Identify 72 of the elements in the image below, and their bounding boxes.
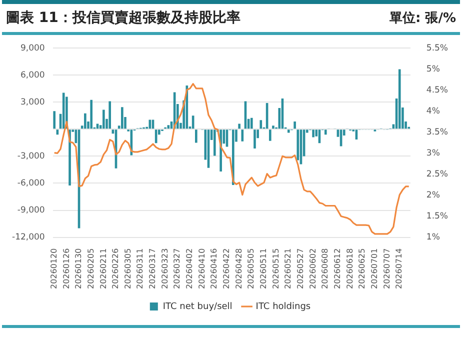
y2-tick-label: 2% bbox=[426, 190, 440, 200]
x-tick-label: 20260511 bbox=[259, 248, 268, 289]
bar bbox=[241, 130, 244, 142]
y-tick-label: -3,000 bbox=[17, 151, 45, 162]
y-tick-label: -6,000 bbox=[17, 178, 45, 188]
x-tick-label: 20260126 bbox=[62, 248, 71, 289]
legend-label: ITC holdings bbox=[256, 302, 311, 312]
x-tick-label: 20260521 bbox=[284, 248, 293, 289]
bar bbox=[398, 69, 401, 129]
x-tick-label: 20260422 bbox=[222, 248, 232, 289]
y-tick-label: 3,000 bbox=[20, 97, 45, 108]
x-tick-label: 20260211 bbox=[98, 248, 108, 289]
x-tick-label: 20260707 bbox=[382, 248, 392, 289]
bar bbox=[324, 130, 327, 135]
y2-tick-label: 4.5% bbox=[426, 85, 448, 96]
x-tick-label: 20260327 bbox=[172, 248, 182, 289]
x-tick-label: 20260120 bbox=[49, 248, 58, 289]
bar bbox=[260, 120, 262, 129]
chart-title: 圖表 11：投信買賣超張數及持股比率 bbox=[6, 9, 240, 27]
bar bbox=[287, 130, 290, 133]
x-tick-label: 20260323 bbox=[160, 248, 170, 289]
y2-tick-label: 1.5% bbox=[426, 211, 448, 222]
bar bbox=[62, 92, 65, 129]
bar bbox=[312, 130, 314, 138]
legend-label: ITC net buy/sell bbox=[162, 302, 232, 312]
x-tick-label: 20260527 bbox=[296, 248, 306, 289]
chart-subtitle: 單位: 張/% bbox=[390, 10, 456, 27]
bar bbox=[213, 130, 216, 156]
y-tick-label: -12,000 bbox=[12, 232, 45, 242]
x-tick-label: 20260311 bbox=[136, 248, 145, 289]
x-tick-label: 20260701 bbox=[370, 248, 380, 289]
bar bbox=[268, 130, 272, 141]
y2-tick-label: 5.5% bbox=[426, 43, 448, 54]
bar bbox=[238, 124, 240, 129]
bar bbox=[90, 100, 92, 129]
bar bbox=[296, 130, 300, 160]
x-tick-label: 20260625 bbox=[358, 248, 367, 289]
x-tick-label: 20260226 bbox=[111, 248, 120, 289]
x-tick-label: 20260714 bbox=[394, 248, 404, 289]
y2-tick-label: 2.5% bbox=[426, 169, 448, 180]
bar bbox=[195, 130, 198, 143]
y2-tick-label: 3.5% bbox=[426, 127, 448, 138]
bar bbox=[121, 107, 124, 129]
bar bbox=[254, 130, 256, 149]
y-tick-label: 6,000 bbox=[20, 70, 45, 80]
x-tick-label: 20260612 bbox=[333, 248, 342, 289]
bar bbox=[294, 122, 296, 129]
x-tick-label: 20260130 bbox=[74, 248, 84, 289]
x-tick-label: 20260402 bbox=[185, 248, 194, 289]
bar bbox=[53, 111, 56, 129]
bar bbox=[108, 101, 111, 129]
x-tick-label: 20260317 bbox=[148, 248, 158, 289]
x-tick-label: 20260416 bbox=[210, 248, 219, 289]
x-tick-label: 20260505 bbox=[246, 248, 256, 289]
bar bbox=[250, 118, 253, 129]
x-tick-label: 20260515 bbox=[271, 248, 280, 289]
x-tick-label: 20260618 bbox=[345, 248, 354, 289]
x-tick-label: 20260608 bbox=[320, 248, 330, 289]
y2-tick-label: 1% bbox=[426, 232, 440, 242]
bar bbox=[272, 126, 274, 129]
y-tick-label: 9,000 bbox=[20, 43, 45, 54]
y2-tick-label: 5% bbox=[426, 64, 440, 74]
bar bbox=[102, 110, 105, 129]
y2-tick-label: 3% bbox=[426, 148, 440, 158]
y-tick-label: -9,000 bbox=[17, 205, 45, 216]
bar bbox=[84, 113, 86, 129]
x-tick-label: 20260602 bbox=[308, 248, 318, 289]
x-tick-label: 20260205 bbox=[86, 248, 96, 289]
x-tick-label: 20260410 bbox=[197, 248, 206, 289]
x-tick-label: 20260428 bbox=[234, 248, 244, 289]
y2-tick-label: 4% bbox=[426, 106, 440, 116]
x-tick-label: 20260305 bbox=[123, 248, 132, 289]
